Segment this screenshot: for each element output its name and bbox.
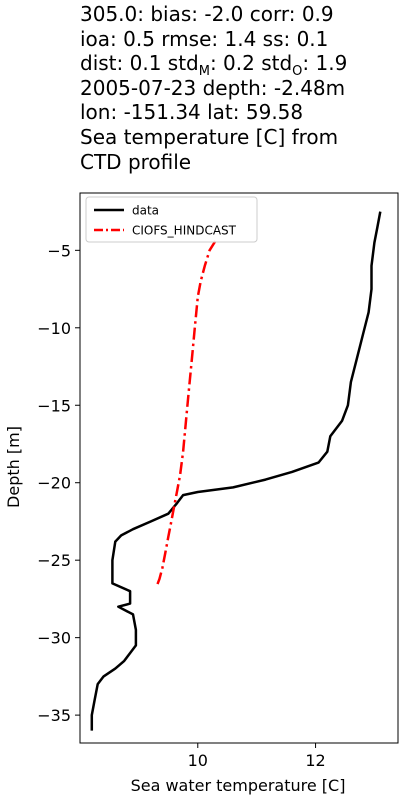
y-tick-label: −15 <box>37 396 71 415</box>
title-line-1: 305.0: bias: -2.0 corr: 0.9 <box>80 2 334 26</box>
title-line-7: CTD profile <box>80 149 192 174</box>
series-line-ciofs-hindcast <box>155 240 217 587</box>
y-axis-label: Depth [m] <box>4 426 23 508</box>
y-tick-label: −10 <box>37 319 71 338</box>
title-line-5: lon: -151.34 lat: 59.58 <box>80 100 304 125</box>
axes-layer: 10 12 −5 −10 −15 −20 −25 −30 −35 <box>37 192 399 770</box>
legend-entry-label: data <box>132 204 159 218</box>
y-tick-label: −20 <box>37 474 71 493</box>
title-line-3: dist: 0.1 stdM: 0.2 stdO: 1.9 <box>80 51 348 80</box>
title-line-2: ioa: 0.5 rmse: 1.4 ss: 0.1 <box>80 26 329 51</box>
legend-entry-label: CIOFS_HINDCAST <box>132 224 237 238</box>
y-tick-label: −25 <box>37 551 71 570</box>
chart-title: 305.0: bias: -2.0 corr: 0.9 ioa: 0.5 rms… <box>80 2 398 174</box>
y-tick-label: −30 <box>37 629 71 648</box>
legend-box <box>85 196 258 243</box>
y-tick-label: −5 <box>47 241 71 260</box>
title-line-4: 2005-07-23 depth: -2.48m <box>80 75 346 100</box>
legend: data CIOFS_HINDCAST <box>85 196 258 243</box>
series-layer <box>90 211 382 731</box>
x-tick-label: 12 <box>305 751 325 770</box>
axes-frame <box>79 192 399 744</box>
y-tick-label: −35 <box>37 706 71 725</box>
title-line-6: Sea temperature [C] from <box>80 124 339 149</box>
series-line-data <box>90 211 382 731</box>
x-axis-label: Sea water temperature [C] <box>131 776 346 795</box>
x-tick-label: 10 <box>188 751 208 770</box>
